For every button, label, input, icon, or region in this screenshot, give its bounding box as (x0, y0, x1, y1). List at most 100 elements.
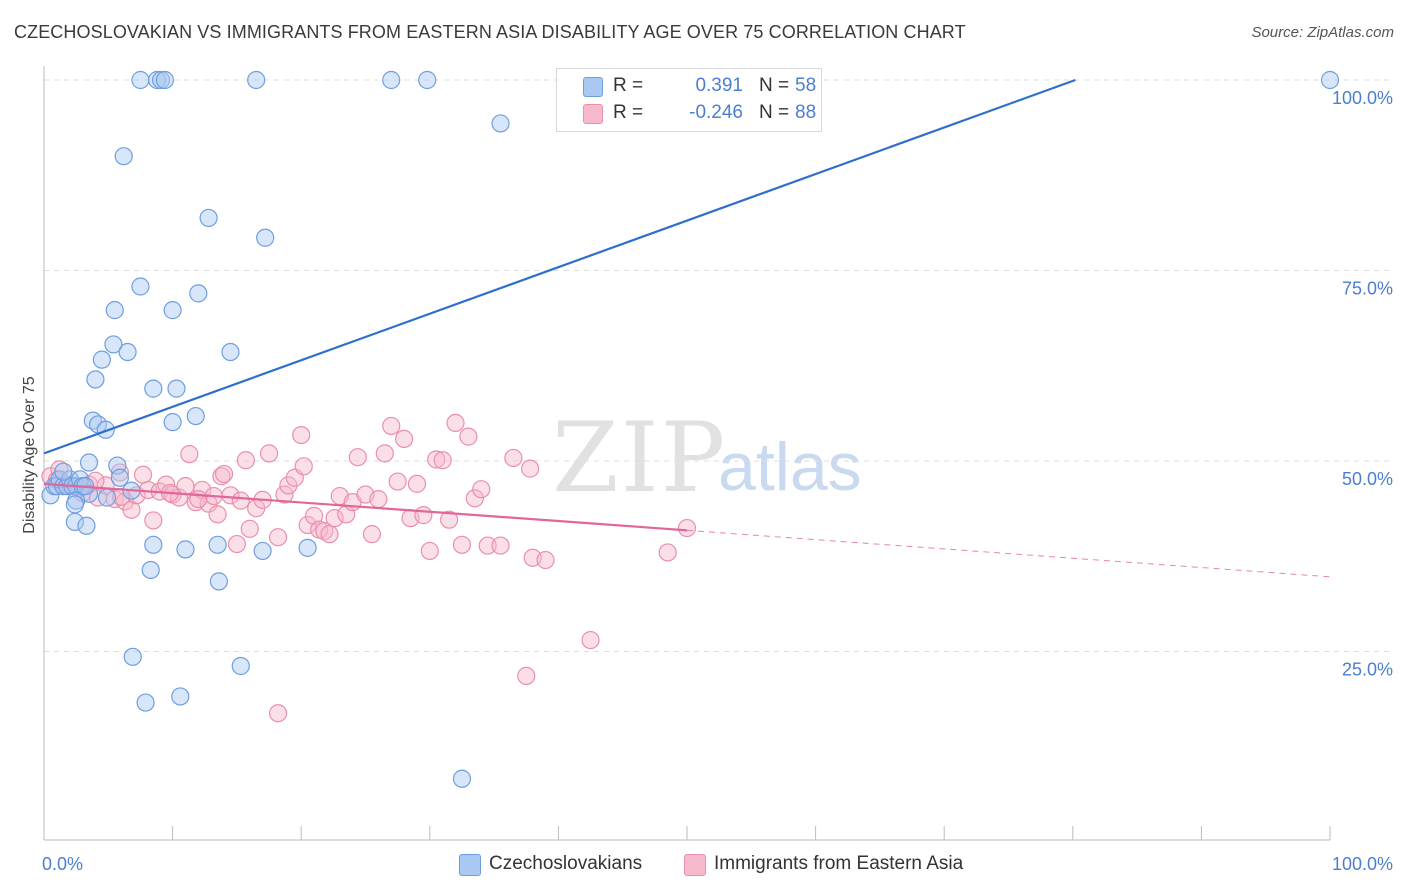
chart-source: Source: ZipAtlas.com (1251, 24, 1394, 41)
y-axis-label: Disability Age Over 75 (21, 376, 38, 534)
point-czechoslovakians-32 (118, 342, 137, 362)
watermark-zip: ZIP (552, 402, 728, 514)
point-czechoslovakians-42 (96, 420, 115, 439)
point-immigrants-eastern-asia-53 (362, 525, 382, 544)
point-czechoslovakians-48 (65, 495, 84, 514)
point-czechoslovakians-28 (189, 284, 208, 303)
point-czechoslovakians-29 (105, 301, 124, 320)
point-immigrants-eastern-asia-62 (420, 541, 439, 561)
watermark-atlas: atlas (718, 429, 862, 505)
point-immigrants-eastern-asia-43 (304, 506, 324, 525)
point-czechoslovakians-61 (171, 687, 190, 706)
legend-swatch-pink (583, 104, 603, 124)
series-legend-label: Czechoslovakians (489, 853, 643, 874)
point-immigrants-eastern-asia-54 (369, 490, 388, 509)
legend-r-label: R = (613, 75, 644, 96)
point-immigrants-eastern-asia-46 (320, 525, 339, 544)
point-immigrants-eastern-asia-56 (382, 416, 401, 436)
point-immigrants-eastern-asia-36 (268, 528, 288, 547)
point-immigrants-eastern-asia-67 (452, 535, 472, 554)
point-czechoslovakians-37 (167, 379, 186, 398)
point-czechoslovakians-56 (141, 560, 160, 580)
point-immigrants-eastern-asia-75 (521, 459, 540, 478)
point-immigrants-eastern-asia-58 (394, 429, 414, 449)
series-legend-label: Immigrants from Eastern Asia (714, 853, 964, 874)
point-immigrants-eastern-asia-68 (459, 427, 478, 446)
point-immigrants-eastern-asia-85 (112, 487, 131, 506)
point-immigrants-eastern-asia-73 (504, 448, 523, 468)
chart-title: CZECHOSLOVAKIAN VS IMMIGRANTS FROM EASTE… (14, 22, 966, 42)
legend-r-value: -0.246 (689, 102, 743, 123)
point-czechoslovakians-59 (231, 656, 250, 676)
legend-n-label: N = (759, 75, 790, 96)
legend-n-value: 58 (795, 75, 817, 96)
point-immigrants-eastern-asia-87 (189, 490, 208, 509)
correlation-legend: R = 0.391 N = 58 R = -0.246 N = 88 (556, 68, 822, 132)
point-czechoslovakians-21 (418, 70, 437, 90)
y-tick-label-25: 25.0% (1342, 660, 1393, 680)
axes (43, 66, 1331, 841)
point-czechoslovakians-26 (256, 228, 275, 247)
y-tick-label-100: 100.0% (1332, 88, 1393, 108)
point-czechoslovakians-18 (155, 70, 174, 90)
point-czechoslovakians-19 (247, 70, 266, 90)
point-immigrants-eastern-asia-19 (176, 477, 195, 496)
point-czechoslovakians-12 (54, 462, 73, 481)
point-czechoslovakians-62 (452, 769, 472, 788)
point-immigrants-eastern-asia-35 (259, 444, 279, 463)
grid-lines (44, 79, 1390, 652)
series-legend-swatch-blue (459, 854, 481, 876)
point-immigrants-eastern-asia-20 (180, 445, 199, 464)
point-immigrants-eastern-asia-63 (427, 450, 446, 469)
point-czechoslovakians-24 (114, 147, 133, 166)
point-immigrants-eastern-asia-38 (279, 476, 298, 495)
tick-labels: 25.0% 50.0% 75.0% 100.0% 0.0% 100.0% (42, 88, 1393, 874)
point-immigrants-eastern-asia-25 (208, 505, 227, 524)
point-czechoslovakians-34 (92, 350, 111, 369)
point-czechoslovakians-33 (221, 342, 240, 362)
point-immigrants-eastern-asia-80 (517, 666, 536, 685)
point-immigrants-eastern-asia-29 (227, 534, 246, 554)
point-immigrants-eastern-asia-71 (478, 536, 497, 555)
point-czechoslovakians-52 (176, 540, 195, 559)
y-tick-label-50: 50.0% (1342, 469, 1393, 489)
point-immigrants-eastern-asia-79 (536, 550, 555, 570)
point-czechoslovakians-58 (123, 647, 142, 666)
point-czechoslovakians-16 (148, 70, 167, 90)
point-immigrants-eastern-asia-66 (446, 413, 465, 432)
point-czechoslovakians-31 (104, 335, 123, 354)
series-legend-swatch-pink (684, 854, 706, 876)
point-czechoslovakians-55 (298, 538, 317, 557)
point-immigrants-eastern-asia-27 (214, 464, 234, 484)
point-czechoslovakians-17 (151, 70, 171, 90)
point-immigrants-eastern-asia-26 (212, 467, 231, 486)
point-immigrants-eastern-asia-32 (240, 519, 259, 538)
point-immigrants-eastern-asia-37 (275, 485, 294, 504)
legend-r-value: 0.391 (695, 75, 743, 96)
point-czechoslovakians-57 (209, 572, 228, 591)
point-immigrants-eastern-asia-81 (268, 704, 288, 723)
legend-n-value: 88 (795, 102, 817, 123)
point-czechoslovakians-23 (491, 114, 510, 133)
point-immigrants-eastern-asia-77 (658, 543, 677, 562)
point-immigrants-eastern-asia-65 (439, 510, 459, 529)
point-immigrants-eastern-asia-12 (133, 465, 153, 484)
trend-line-czechoslovakians (43, 78, 1076, 455)
point-czechoslovakians-41 (163, 413, 182, 432)
legend-swatch-blue (583, 77, 603, 97)
point-czechoslovakians-43 (79, 453, 99, 472)
series-immigrants-eastern-asia-points (41, 413, 697, 723)
point-czechoslovakians-35 (86, 370, 105, 389)
point-immigrants-eastern-asia-31 (236, 451, 256, 470)
point-immigrants-eastern-asia-76 (581, 630, 600, 650)
point-czechoslovakians-60 (136, 693, 155, 712)
point-czechoslovakians-15 (131, 70, 150, 90)
trend-line-immigrants-eastern-asia-extrapolated (686, 529, 1331, 578)
series-czechoslovakians-points (41, 70, 1340, 788)
point-czechoslovakians-27 (131, 277, 150, 296)
point-immigrants-eastern-asia-40 (292, 425, 311, 445)
point-immigrants-eastern-asia-41 (294, 457, 313, 476)
x-tick-label-0: 0.0% (42, 854, 83, 874)
point-czechoslovakians-51 (144, 535, 163, 554)
